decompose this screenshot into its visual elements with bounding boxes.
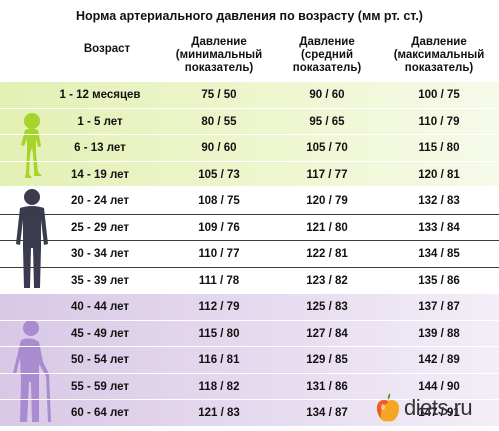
table-row: 6 - 13 лет 90 / 60 105 / 70 115 / 80 [0,135,499,162]
header-min-line-2: (минимальный [175,49,263,61]
header-mid: Давление (средний показатель) [286,36,368,75]
cell-max: 139 / 88 [418,327,460,340]
cell-age: 1 - 12 месяцев [59,89,141,101]
cell-min: 108 / 75 [198,195,240,207]
cell-age: 40 - 44 лет [70,301,130,313]
elder-silhouette-icon [13,320,51,422]
header-max-line-2: (максимальный [393,49,485,61]
apple-icon [376,393,400,422]
cell-min: 116 / 81 [198,354,240,366]
cell-max: 120 / 81 [418,168,460,181]
header-mid-line-1: Давление [299,36,355,48]
cell-max: 147 / 91 [418,407,460,419]
table-row: 30 - 34 лет 110 / 77 122 / 81 134 / 85 [0,241,499,268]
cell-mid: 117 / 77 [306,168,348,181]
cell-mid: 122 / 81 [306,248,348,260]
table-row: 25 - 29 лет 109 / 76 121 / 80 133 / 84 [0,215,499,241]
cell-min: 121 / 83 [198,407,240,419]
cell-age: 20 - 24 лет [70,195,130,207]
cell-max: 133 / 84 [418,221,460,234]
cell-mid: 123 / 82 [306,274,348,287]
cell-age: 25 - 29 лет [70,221,130,234]
cell-mid: 90 / 60 [309,89,345,101]
header-min-line-1: Давление [191,36,247,48]
cell-min: 111 / 78 [198,274,240,287]
cell-mid: 131 / 86 [306,380,348,393]
header-mid-line-2: (средний [300,49,354,61]
header-max-line-1: Давление [411,36,467,48]
header-age: Возраст [62,43,152,56]
cell-min: 80 / 55 [201,115,237,128]
table-row: 55 - 59 лет 118 / 82 131 / 86 144 / 90 [0,374,499,400]
table-row: 20 - 24 лет 108 / 75 120 / 79 132 / 83 [0,188,499,215]
table-row: 50 - 54 лет 116 / 81 129 / 85 142 / 89 [0,347,499,374]
cell-min: 105 / 73 [198,168,240,181]
cell-age: 55 - 59 лет [70,380,130,393]
cell-min: 112 / 79 [198,301,240,313]
table-row: 60 - 64 лет 121 / 83 134 / 87 147 / 91 [0,400,499,427]
table-row: 40 - 44 лет 112 / 79 125 / 83 137 / 87 [0,294,499,321]
cell-mid: 129 / 85 [306,354,348,366]
cell-age: 30 - 34 лет [70,248,130,260]
brand-name: diets.ru [404,395,473,420]
cell-max: 144 / 90 [418,380,460,393]
cell-age: 1 - 5 лет [77,115,123,128]
cell-min: 110 / 77 [198,248,240,260]
cell-age: 60 - 64 лет [70,407,130,419]
header-max: Давление (максимальный показатель) [386,36,492,75]
header-max-line-3: показатель) [404,62,474,74]
cell-max: 115 / 80 [418,142,460,154]
elder-age-band [0,294,499,426]
child-age-band [0,82,499,186]
cell-min: 109 / 76 [198,221,240,234]
cell-min: 90 / 60 [201,142,237,154]
cell-mid: 134 / 87 [306,407,348,419]
cell-age: 6 - 13 лет [74,142,126,154]
cell-age: 14 - 19 лет [70,168,130,181]
cell-min: 75 / 50 [201,89,237,101]
adult-silhouette-icon [16,189,48,288]
header-mid-line-3: показатель) [292,62,362,74]
cell-min: 115 / 80 [198,327,240,340]
cell-age: 35 - 39 лет [70,274,130,287]
table-row: 35 - 39 лет 111 / 78 123 / 82 135 / 86 [0,268,499,294]
table-row: 45 - 49 лет 115 / 80 127 / 84 139 / 88 [0,321,499,347]
cell-max: 137 / 87 [418,301,460,313]
cell-min: 118 / 82 [198,380,240,393]
pressure-table: 1 - 12 месяцев 75 / 50 90 / 60 100 / 75 … [0,82,499,427]
cell-max: 142 / 89 [418,354,460,366]
cell-age: 45 - 49 лет [70,327,130,340]
cell-max: 132 / 83 [418,195,460,207]
brand-logo[interactable]: diets.ru [374,392,496,426]
cell-max: 134 / 85 [418,248,460,260]
cell-max: 135 / 86 [418,274,460,287]
header-age-line: Возраст [83,43,131,55]
cell-max: 100 / 75 [418,89,460,101]
cell-mid: 120 / 79 [306,195,348,207]
header-min: Давление (минимальный показатель) [166,36,272,75]
cell-age: 50 - 54 лет [70,354,130,366]
cell-mid: 121 / 80 [306,221,348,234]
table-row: 14 - 19 лет 105 / 73 117 / 77 120 / 81 [0,162,499,188]
table-row: 1 - 5 лет 80 / 55 95 / 65 110 / 79 [0,109,499,135]
cell-mid: 95 / 65 [309,115,345,128]
header-min-line-3: показатель) [184,62,254,74]
page-title: Норма артериального давления по возрасту… [76,9,423,23]
cell-mid: 125 / 83 [306,301,348,313]
cell-mid: 105 / 70 [306,142,348,154]
cell-max: 110 / 79 [418,115,460,128]
cell-mid: 127 / 84 [306,327,348,340]
table-row: 1 - 12 месяцев 75 / 50 90 / 60 100 / 75 [0,82,499,109]
